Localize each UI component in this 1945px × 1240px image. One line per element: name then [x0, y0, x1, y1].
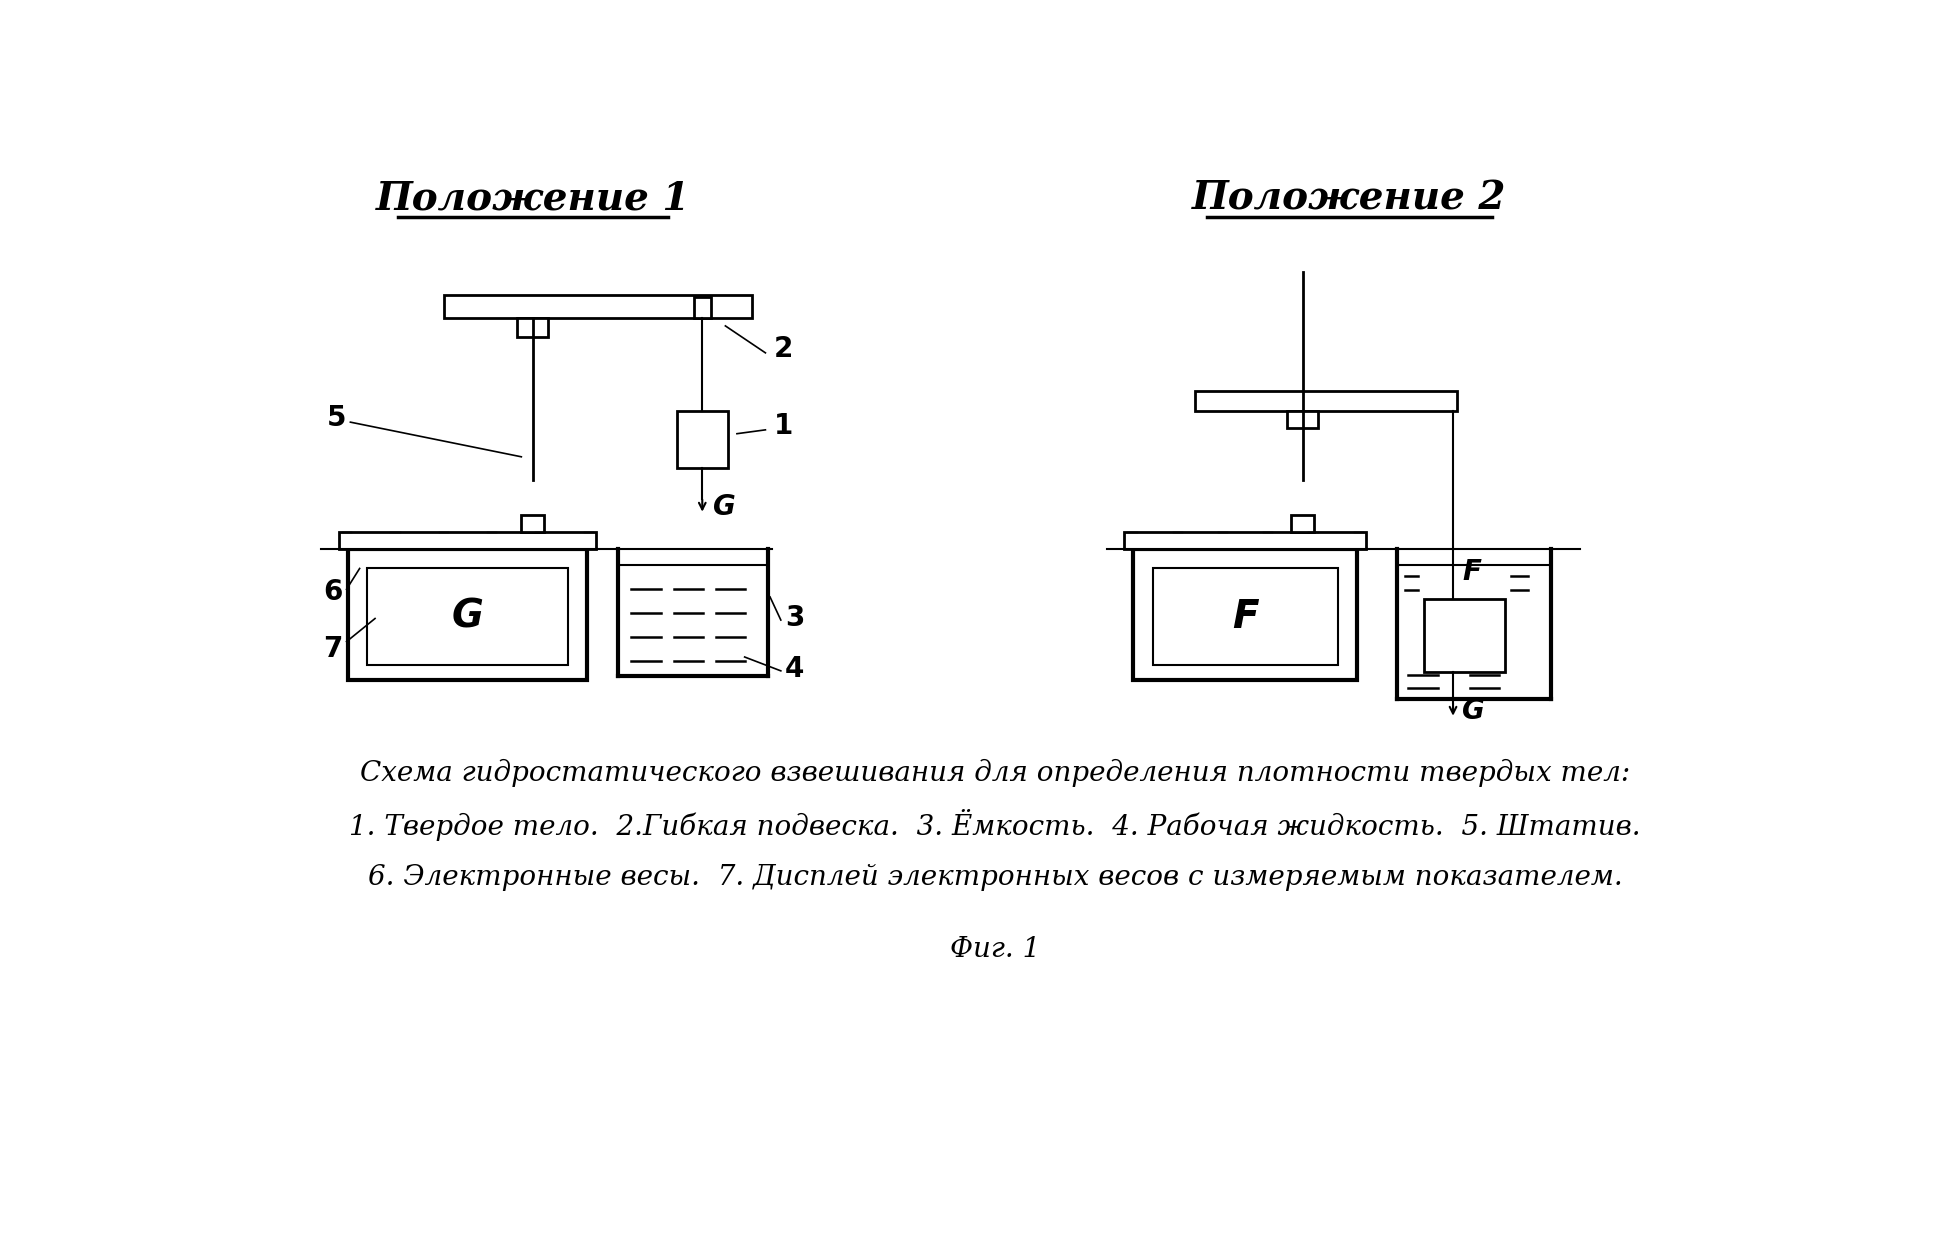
Text: 4: 4	[786, 655, 805, 682]
Bar	[1124, 532, 1365, 549]
Bar	[677, 410, 727, 469]
Bar	[443, 295, 753, 319]
Bar	[1153, 568, 1338, 665]
Text: G: G	[1463, 697, 1486, 725]
Text: F: F	[1231, 598, 1258, 636]
Text: 1. Твердое тело.  2.Гибкая подвеска.  3. Ёмкость.  4. Рабочая жидкость.  5. Штат: 1. Твердое тело. 2.Гибкая подвеска. 3. Ё…	[348, 808, 1642, 841]
Text: 3: 3	[786, 605, 805, 632]
Bar	[521, 516, 545, 532]
Bar	[517, 319, 548, 337]
Text: 5: 5	[327, 404, 346, 433]
Text: Положение 2: Положение 2	[1192, 180, 1505, 218]
Text: Схема гидростатического взвешивания для определения плотности твердых тел:: Схема гидростатического взвешивания для …	[360, 759, 1630, 786]
Text: Положение 1: Положение 1	[375, 180, 690, 218]
Text: G: G	[714, 492, 735, 521]
Bar	[694, 296, 710, 319]
Bar	[1291, 516, 1315, 532]
Bar	[368, 568, 568, 665]
Bar	[1194, 391, 1457, 410]
Text: Фиг. 1: Фиг. 1	[949, 936, 1041, 963]
Bar	[348, 549, 587, 680]
Bar	[1134, 549, 1358, 680]
Text: 7: 7	[323, 635, 342, 663]
Text: G: G	[451, 598, 484, 636]
Text: F: F	[1463, 558, 1482, 587]
Text: 6: 6	[323, 578, 342, 605]
Bar	[338, 532, 595, 549]
Text: 2: 2	[774, 335, 794, 363]
Bar	[1424, 599, 1505, 672]
Text: 6. Электронные весы.  7. Дисплей электронных весов с измеряемым показателем.: 6. Электронные весы. 7. Дисплей электрон…	[368, 864, 1622, 890]
Text: 1: 1	[774, 412, 794, 440]
Bar	[1288, 410, 1319, 428]
